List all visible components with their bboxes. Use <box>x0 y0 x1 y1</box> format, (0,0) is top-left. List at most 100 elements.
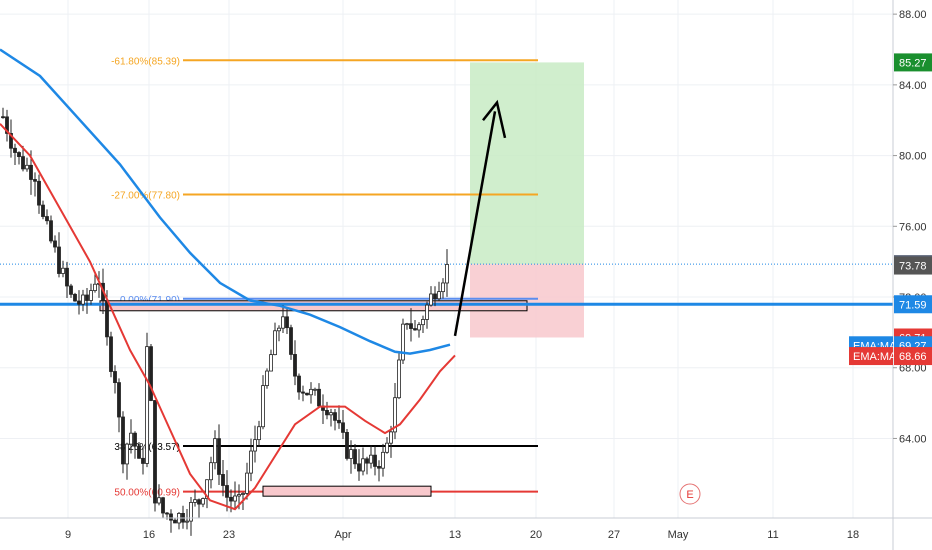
candle-body <box>185 520 189 523</box>
x-tick-label: 13 <box>449 529 461 541</box>
candle-body <box>429 293 433 306</box>
candle-body <box>149 346 153 401</box>
candle-body <box>253 439 257 452</box>
x-tick-label: 11 <box>767 529 778 541</box>
candle-body <box>49 220 53 242</box>
candle-body <box>125 443 129 465</box>
candle-body <box>233 495 237 502</box>
candle-body <box>21 156 25 170</box>
candle-body <box>313 388 317 391</box>
candle-body <box>213 438 217 464</box>
candle-body <box>381 451 385 469</box>
candle-body <box>409 323 413 329</box>
candle-body <box>305 392 309 396</box>
candle-body <box>329 412 333 416</box>
candle-body <box>61 267 65 274</box>
candle-body <box>93 283 97 291</box>
candle-body <box>249 450 253 474</box>
candle-body <box>209 462 213 481</box>
trend-arrow <box>453 111 497 337</box>
candle-body <box>289 327 293 355</box>
candle-body <box>141 457 145 464</box>
candle-body <box>309 388 313 396</box>
candle-body <box>45 216 49 222</box>
x-tick-label: 9 <box>65 529 71 541</box>
y-tick-label: 84.00 <box>899 80 927 92</box>
candle-body <box>281 316 285 329</box>
candle-body <box>33 179 37 182</box>
candle-body <box>285 316 289 329</box>
candle-body <box>293 354 297 377</box>
candle-body <box>357 463 361 472</box>
candle-body <box>1 116 5 119</box>
candle-body <box>345 432 349 459</box>
candle-body <box>113 371 117 384</box>
candle-body <box>169 513 173 521</box>
candle-body <box>445 264 449 284</box>
candle-body <box>237 494 241 497</box>
candle-body <box>365 458 369 464</box>
fib-level-label: 50.00%(60.99) <box>114 488 180 499</box>
price-badge <box>894 347 932 366</box>
candle-body <box>69 285 73 295</box>
candle-body <box>133 432 137 447</box>
candle-body <box>117 382 121 418</box>
x-tick-label: 27 <box>608 529 620 541</box>
y-tick-label: 64.00 <box>899 433 927 445</box>
candle-body <box>77 300 81 305</box>
candle-body <box>349 449 353 459</box>
candle-body <box>269 354 273 372</box>
candle-body <box>433 293 437 300</box>
candle-body <box>273 330 277 356</box>
candle-body <box>25 164 29 170</box>
candle-body <box>165 512 169 515</box>
candle-body <box>301 391 305 394</box>
candle-body <box>393 397 397 433</box>
y-tick-label: 88.00 <box>899 9 927 21</box>
x-tick-label: 20 <box>530 529 542 541</box>
candle-body <box>189 502 193 522</box>
earnings-event-icon[interactable] <box>679 483 701 505</box>
profit-zone <box>470 62 584 265</box>
candle-body <box>353 449 357 465</box>
price-badge-label: 73.78 <box>899 261 927 273</box>
candle-body <box>325 410 329 416</box>
candle-body <box>369 454 373 464</box>
candle-body <box>173 519 177 524</box>
candle-body <box>137 445 141 459</box>
candle-body <box>257 426 261 441</box>
candle-body <box>29 164 33 180</box>
candle-body <box>441 282 445 293</box>
candle-body <box>385 442 389 453</box>
candle-body <box>277 327 281 332</box>
candle-body <box>145 346 149 464</box>
candle-body <box>81 294 85 305</box>
ema-line-red <box>0 123 456 511</box>
candle-body <box>37 180 41 206</box>
earnings-event-label: E <box>686 489 693 501</box>
candle-body <box>317 388 321 407</box>
ema-badge-prefix-label: EMA:MA <box>853 351 897 363</box>
candle-body <box>361 458 365 472</box>
price-badge <box>894 295 932 314</box>
candle-body <box>373 454 377 467</box>
candle-body <box>109 336 113 372</box>
candle-body <box>401 323 405 361</box>
candle-body <box>85 294 89 301</box>
candle-body <box>201 498 205 505</box>
candle-body <box>389 431 393 444</box>
candle-body <box>217 438 221 475</box>
y-tick-label: 76.00 <box>899 221 927 233</box>
x-tick-label: May <box>668 529 689 541</box>
x-tick-label: 23 <box>223 529 235 541</box>
candle-body <box>377 466 381 469</box>
price-badge-label: 68.66 <box>899 351 927 363</box>
candle-body <box>73 293 77 302</box>
candle-body <box>341 422 345 433</box>
candle-body <box>225 485 229 498</box>
candle-body <box>413 328 417 331</box>
support-zone <box>262 485 432 497</box>
trend-arrow-head <box>482 99 507 139</box>
price-badge-label: 71.59 <box>899 299 927 311</box>
